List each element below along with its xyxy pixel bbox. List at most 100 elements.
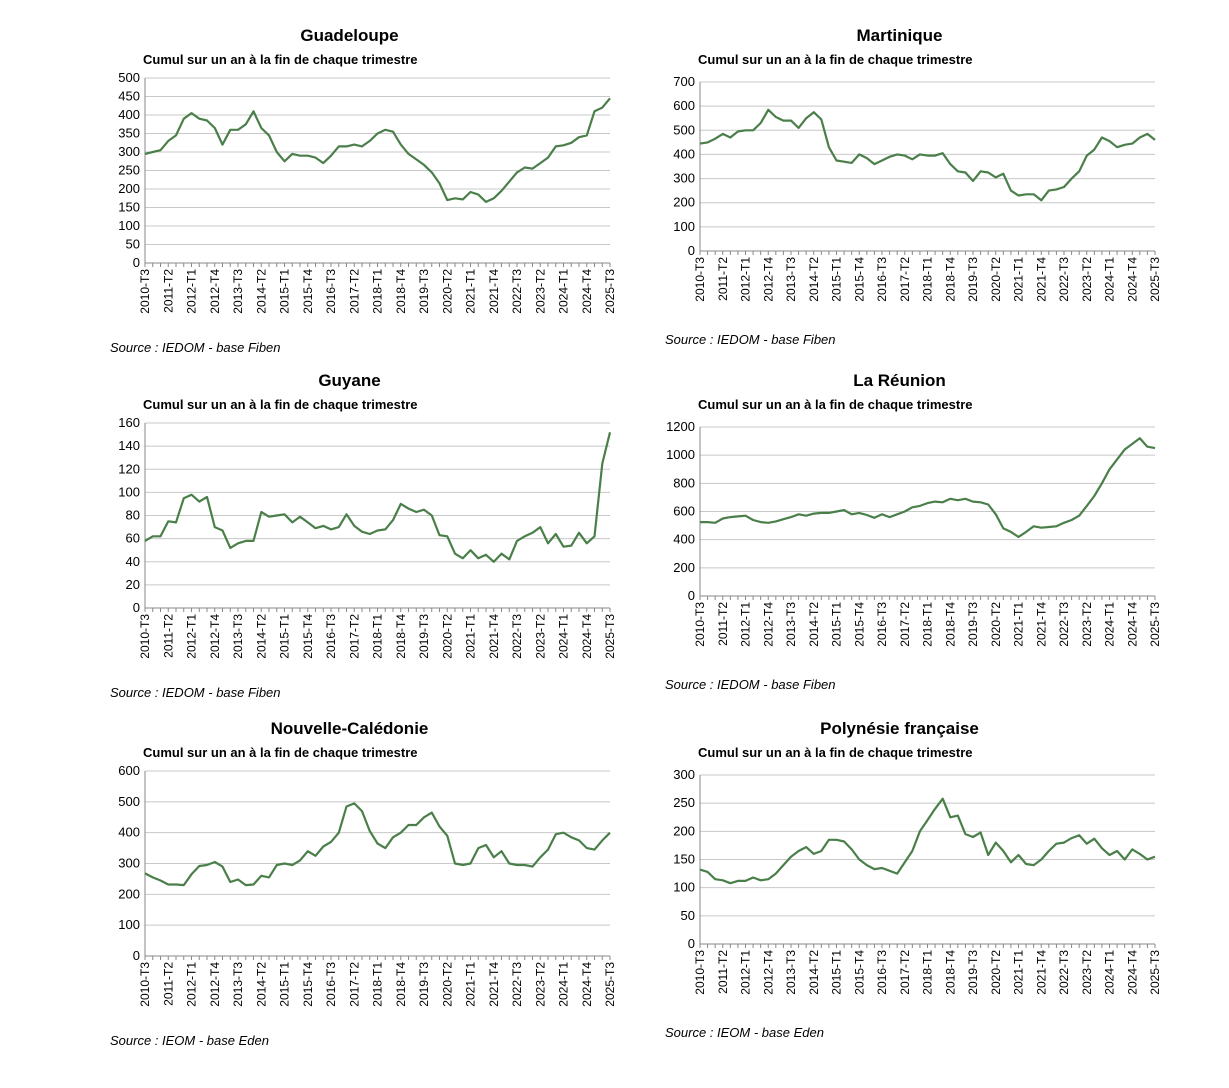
chart-subtitle: Cumul sur un an à la fin de chaque trime…	[698, 745, 973, 760]
x-tick-label: 2024-T1	[1103, 602, 1117, 647]
chart-subtitle: Cumul sur un an à la fin de chaque trime…	[143, 52, 418, 67]
x-tick-label: 2021-T1	[1012, 602, 1026, 647]
x-tick-label: 2017-T2	[347, 269, 361, 314]
x-tick-label: 2019-T3	[966, 602, 980, 647]
y-tick-label: 700	[673, 74, 695, 89]
x-tick-label: 2024-T1	[1103, 950, 1117, 995]
x-tick-label: 2023-T2	[533, 962, 547, 1007]
x-tick-label: 2016-T3	[875, 950, 889, 995]
chart-title: Nouvelle-Calédonie	[271, 719, 429, 738]
x-tick-label: 2024-T1	[557, 962, 571, 1007]
x-tick-label: 2019-T3	[966, 950, 980, 995]
x-tick-label: 2015-T1	[278, 962, 292, 1007]
y-tick-label: 200	[118, 181, 140, 196]
source-note: Source : IEDOM - base Fiben	[110, 340, 281, 355]
y-tick-label: 60	[126, 531, 140, 546]
source-note: Source : IEDOM - base Fiben	[110, 685, 281, 700]
x-tick-label: 2013-T3	[231, 614, 245, 659]
y-tick-label: 160	[118, 415, 140, 430]
data-line	[700, 437, 1156, 538]
y-tick-label: 600	[118, 763, 140, 778]
x-tick-label: 2015-T1	[830, 257, 844, 302]
y-tick-label: 1000	[666, 447, 695, 462]
x-tick-label: 2022-T3	[510, 269, 524, 314]
x-tick-label: 2012-T1	[185, 962, 199, 1007]
x-tick-label: 2014-T2	[254, 614, 268, 659]
x-tick-label: 2013-T3	[784, 950, 798, 995]
x-tick-label: 2011-T2	[161, 614, 175, 658]
x-tick-label: 2014-T2	[254, 269, 268, 314]
x-tick-label: 2015-T4	[852, 950, 866, 995]
x-tick-label: 2021-T4	[487, 269, 501, 314]
chart-title: La Réunion	[853, 371, 946, 390]
x-tick-label: 2011-T2	[716, 950, 730, 994]
source-note: Source : IEOM - base Eden	[665, 1025, 824, 1040]
x-tick-label: 2012-T1	[185, 269, 199, 314]
x-tick-label: 2017-T2	[898, 257, 912, 302]
x-tick-label: 2020-T2	[989, 602, 1003, 647]
y-tick-label: 450	[118, 89, 140, 104]
x-tick-label: 2021-T4	[487, 614, 501, 659]
chart-title: Guyane	[318, 371, 380, 390]
x-tick-label: 2023-T2	[1080, 950, 1094, 995]
x-tick-label: 2020-T2	[440, 269, 454, 314]
x-tick-label: 2011-T2	[716, 602, 730, 646]
x-tick-label: 2018-T4	[394, 614, 408, 659]
y-tick-label: 250	[118, 163, 140, 178]
x-tick-label: 2013-T3	[784, 257, 798, 302]
y-tick-label: 500	[673, 122, 695, 137]
x-tick-label: 2018-T1	[921, 602, 935, 647]
x-tick-label: 2022-T3	[1057, 257, 1071, 302]
x-tick-label: 2012-T4	[208, 614, 222, 659]
y-tick-label: 300	[118, 144, 140, 159]
y-tick-label: 250	[673, 795, 695, 810]
x-tick-label: 2012-T4	[761, 950, 775, 995]
y-tick-label: 100	[118, 917, 140, 932]
x-tick-label: 2022-T3	[510, 962, 524, 1007]
data-line	[699, 108, 1156, 202]
x-tick-label: 2013-T3	[231, 962, 245, 1007]
y-tick-label: 300	[118, 856, 140, 871]
x-tick-label: 2014-T2	[807, 602, 821, 647]
x-tick-label: 2020-T2	[989, 257, 1003, 302]
y-tick-label: 200	[118, 886, 140, 901]
x-tick-label: 2021-T4	[487, 962, 501, 1007]
x-tick-label: 2021-T4	[1034, 602, 1048, 647]
x-tick-label: 2024-T4	[580, 962, 594, 1007]
x-tick-label: 2013-T3	[784, 602, 798, 647]
x-tick-label: 2012-T4	[761, 257, 775, 302]
x-tick-label: 2023-T2	[533, 614, 547, 659]
x-tick-label: 2024-T4	[1125, 950, 1139, 995]
y-tick-label: 300	[673, 171, 695, 186]
x-tick-label: 2014-T2	[807, 950, 821, 995]
x-tick-label: 2011-T2	[161, 269, 175, 313]
y-tick-label: 800	[673, 475, 695, 490]
x-tick-label: 2016-T3	[875, 257, 889, 302]
data-line	[699, 797, 1156, 885]
y-tick-label: 400	[673, 532, 695, 547]
chart-subtitle: Cumul sur un an à la fin de chaque trime…	[143, 745, 418, 760]
y-tick-label: 150	[673, 852, 695, 867]
x-tick-label: 2014-T2	[254, 962, 268, 1007]
x-tick-label: 2018-T4	[943, 950, 957, 995]
x-tick-label: 2017-T2	[898, 950, 912, 995]
x-tick-label: 2013-T3	[231, 269, 245, 314]
x-tick-label: 2024-T4	[1125, 602, 1139, 647]
x-tick-label: 2024-T1	[557, 269, 571, 314]
x-tick-label: 2016-T3	[324, 614, 338, 659]
x-tick-label: 2024-T1	[1103, 257, 1117, 302]
chart-title: Polynésie française	[820, 719, 979, 738]
x-tick-label: 2020-T2	[440, 962, 454, 1007]
y-tick-label: 300	[673, 767, 695, 782]
chart-subtitle: Cumul sur un an à la fin de chaque trime…	[698, 397, 973, 412]
y-tick-label: 100	[673, 219, 695, 234]
y-tick-label: 150	[118, 200, 140, 215]
y-tick-label: 40	[126, 554, 140, 569]
x-tick-label: 2014-T2	[807, 257, 821, 302]
x-tick-label: 2010-T3	[138, 269, 152, 314]
x-tick-label: 2012-T4	[761, 602, 775, 647]
x-tick-label: 2010-T3	[693, 602, 707, 647]
x-tick-label: 2018-T1	[921, 950, 935, 995]
y-tick-label: 50	[126, 237, 140, 252]
